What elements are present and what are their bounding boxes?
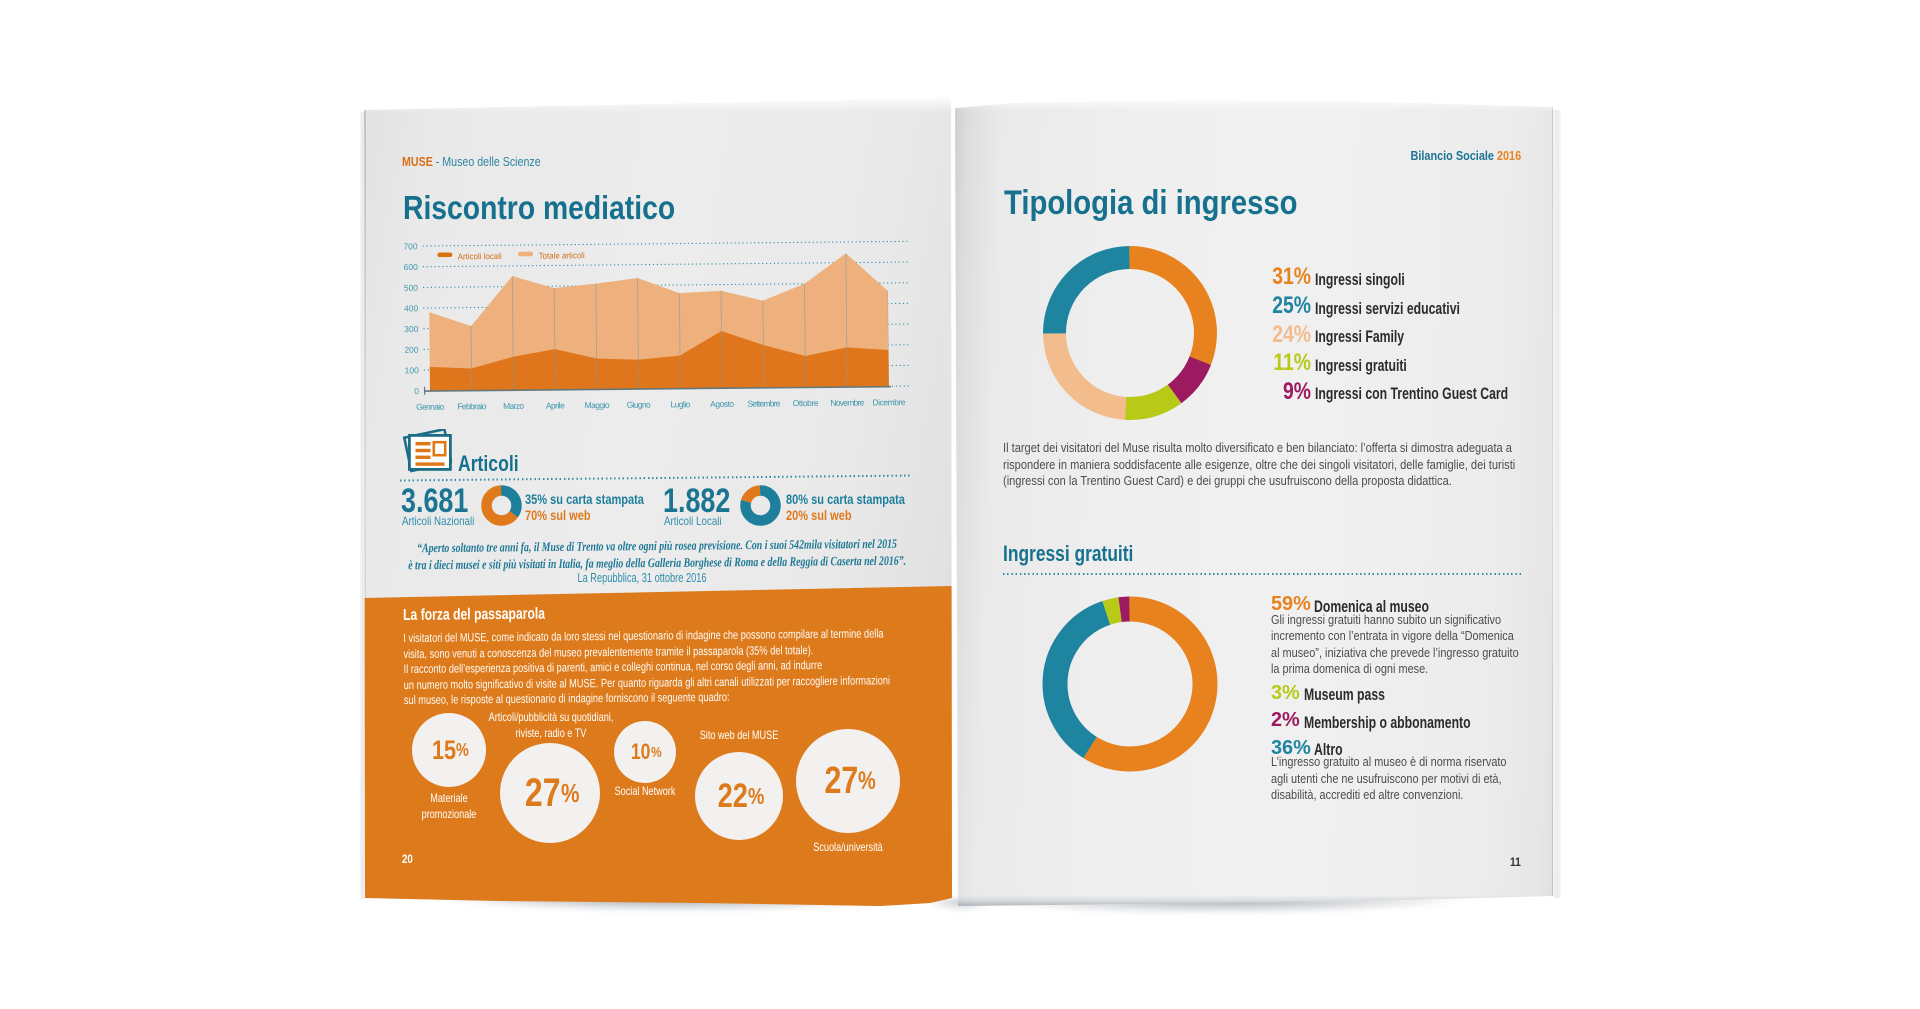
svg-text:200: 200: [404, 345, 419, 355]
svg-text:Ottobre: Ottobre: [793, 398, 819, 408]
svg-text:Giugno: Giugno: [627, 400, 651, 410]
svg-text:100: 100: [405, 365, 420, 375]
svg-text:Dicembre: Dicembre: [872, 397, 905, 407]
svg-text:Totale articoli: Totale articoli: [539, 250, 585, 260]
svg-text:Articoli locali: Articoli locali: [458, 251, 502, 261]
svg-text:Settembre: Settembre: [747, 398, 780, 408]
svg-text:600: 600: [404, 262, 419, 272]
svg-text:Gennaio: Gennaio: [416, 402, 444, 412]
svg-text:300: 300: [404, 324, 419, 334]
svg-text:Aprile: Aprile: [546, 400, 565, 410]
svg-text:700: 700: [403, 241, 418, 251]
svg-text:500: 500: [404, 283, 419, 293]
svg-text:Maggio: Maggio: [584, 400, 609, 410]
svg-text:Febbraio: Febbraio: [457, 401, 486, 411]
svg-text:Novembre: Novembre: [830, 397, 864, 407]
svg-text:0: 0: [414, 386, 419, 396]
svg-text:Luglio: Luglio: [670, 399, 690, 409]
svg-text:Agosto: Agosto: [710, 399, 734, 409]
svg-text:Marzo: Marzo: [503, 401, 524, 411]
svg-text:400: 400: [404, 303, 419, 313]
